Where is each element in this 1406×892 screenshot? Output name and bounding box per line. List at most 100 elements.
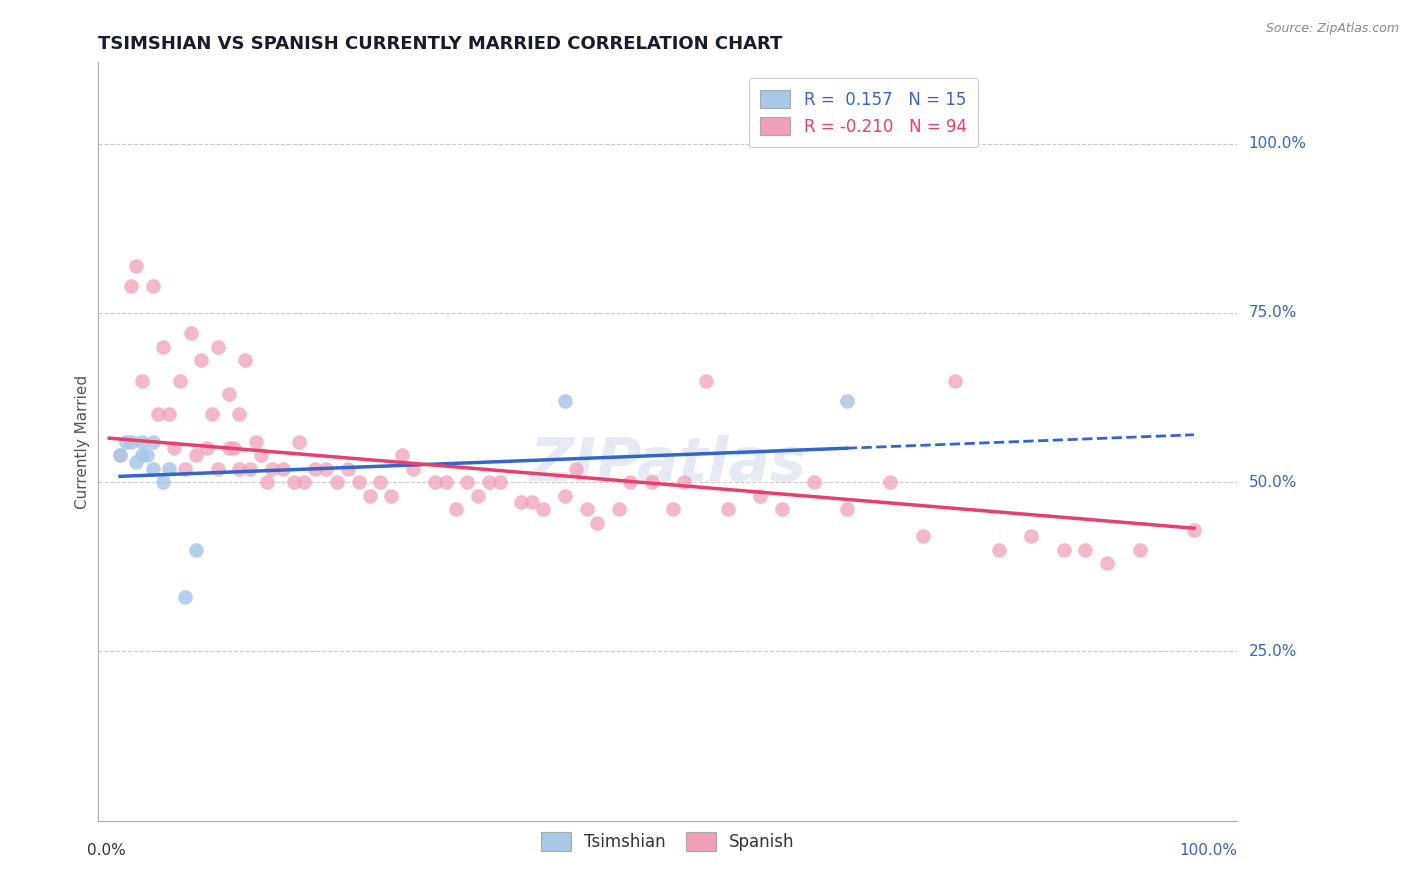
Text: TSIMSHIAN VS SPANISH CURRENTLY MARRIED CORRELATION CHART: TSIMSHIAN VS SPANISH CURRENTLY MARRIED C… — [98, 35, 783, 53]
Point — [391, 448, 413, 462]
Point — [380, 489, 402, 503]
Point — [522, 495, 544, 509]
Point — [478, 475, 501, 490]
Point — [326, 475, 349, 490]
Point — [260, 461, 283, 475]
Point — [402, 461, 425, 475]
Y-axis label: Currently Married: Currently Married — [75, 375, 90, 508]
Point — [488, 475, 510, 490]
Point — [288, 434, 311, 449]
Point — [1074, 542, 1097, 557]
Point — [347, 475, 370, 490]
Point — [142, 434, 165, 449]
Point — [222, 442, 245, 456]
Point — [467, 489, 489, 503]
Point — [619, 475, 641, 490]
Point — [256, 475, 278, 490]
Point — [250, 448, 273, 462]
Point — [1053, 542, 1076, 557]
Point — [152, 340, 174, 354]
Point — [640, 475, 662, 490]
Point — [554, 489, 576, 503]
Point — [174, 461, 197, 475]
Point — [157, 408, 180, 422]
Point — [180, 326, 202, 341]
Point — [662, 502, 685, 516]
Point — [142, 278, 165, 293]
Point — [911, 529, 934, 543]
Point — [283, 475, 305, 490]
Point — [695, 374, 717, 388]
Point — [163, 442, 186, 456]
Point — [218, 442, 240, 456]
Point — [233, 353, 256, 368]
Point — [564, 461, 586, 475]
Text: 0.0%: 0.0% — [87, 844, 125, 858]
Point — [446, 502, 468, 516]
Point — [152, 475, 174, 490]
Point — [184, 542, 207, 557]
Point — [879, 475, 901, 490]
Point — [239, 461, 262, 475]
Point — [835, 393, 858, 408]
Point — [195, 442, 218, 456]
Point — [835, 502, 858, 516]
Point — [184, 448, 207, 462]
Point — [207, 340, 229, 354]
Text: 25.0%: 25.0% — [1249, 644, 1296, 659]
Point — [336, 461, 359, 475]
Point — [120, 278, 142, 293]
Point — [120, 434, 142, 449]
Point — [586, 516, 609, 530]
Point — [575, 502, 598, 516]
Legend: Tsimshian, Spanish: Tsimshian, Spanish — [534, 826, 801, 858]
Point — [108, 448, 131, 462]
Point — [1129, 542, 1152, 557]
Point — [434, 475, 457, 490]
Point — [531, 502, 554, 516]
Point — [125, 455, 148, 469]
Point — [370, 475, 392, 490]
Point — [1182, 523, 1205, 537]
Point — [125, 259, 148, 273]
Point — [456, 475, 478, 490]
Point — [131, 434, 153, 449]
Point — [749, 489, 772, 503]
Point — [207, 461, 229, 475]
Point — [359, 489, 381, 503]
Point — [987, 542, 1010, 557]
Point — [146, 408, 169, 422]
Point — [169, 374, 191, 388]
Point — [304, 461, 326, 475]
Point — [554, 393, 576, 408]
Point — [423, 475, 446, 490]
Point — [607, 502, 630, 516]
Text: 100.0%: 100.0% — [1249, 136, 1306, 151]
Point — [190, 353, 212, 368]
Point — [1019, 529, 1042, 543]
Point — [201, 408, 224, 422]
Point — [803, 475, 825, 490]
Point — [157, 461, 180, 475]
Point — [174, 591, 197, 605]
Point — [673, 475, 696, 490]
Point — [315, 461, 337, 475]
Point — [136, 448, 159, 462]
Point — [943, 374, 966, 388]
Point — [218, 387, 240, 401]
Text: ZIPatlas: ZIPatlas — [529, 434, 807, 494]
Point — [294, 475, 316, 490]
Text: 100.0%: 100.0% — [1180, 844, 1237, 858]
Point — [114, 434, 136, 449]
Text: 50.0%: 50.0% — [1249, 475, 1296, 490]
Point — [770, 502, 793, 516]
Point — [228, 408, 250, 422]
Point — [131, 374, 153, 388]
Point — [131, 448, 153, 462]
Text: Source: ZipAtlas.com: Source: ZipAtlas.com — [1265, 22, 1399, 36]
Point — [271, 461, 294, 475]
Point — [1095, 557, 1118, 571]
Text: 75.0%: 75.0% — [1249, 305, 1296, 320]
Point — [716, 502, 738, 516]
Point — [245, 434, 267, 449]
